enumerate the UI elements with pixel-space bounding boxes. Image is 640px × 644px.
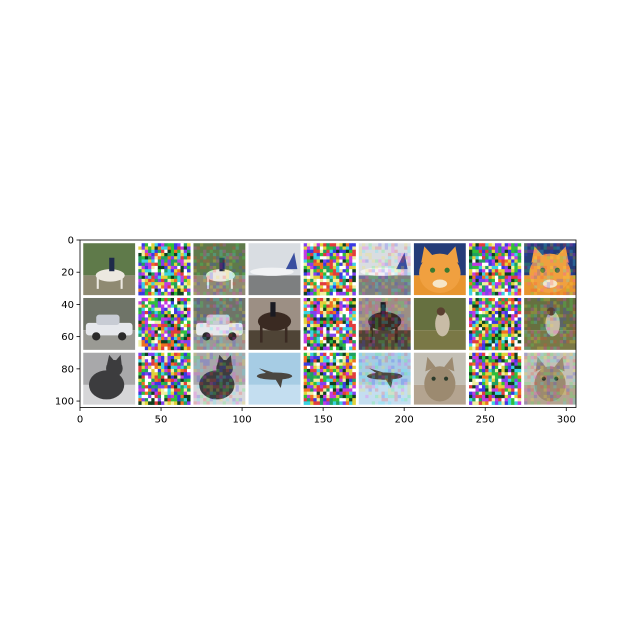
image-tile [83,243,136,296]
image-tile [469,297,522,351]
image-tile [524,243,576,296]
image-tile [248,352,301,405]
image-tile [303,352,356,405]
image-tile [303,243,356,296]
y-tick-label: 60 [61,332,74,343]
image-tile [83,352,136,405]
x-tick-label: 150 [314,415,333,426]
x-axis: 0 50 100 150 200 250 300 [77,407,576,426]
image-tile [469,352,522,405]
image-tile [413,243,466,296]
image-tile [193,297,246,350]
image-tile [524,297,576,350]
image-tile [83,297,136,350]
image-tile [303,297,356,351]
image-tile [193,352,246,405]
y-tick-label: 100 [55,397,74,408]
y-tick-label: 80 [61,364,74,375]
image-tile [358,352,411,405]
x-tick-label: 100 [233,415,252,426]
image-tile [413,297,466,350]
x-tick-label: 0 [77,415,83,426]
image-tile [193,243,246,296]
x-tick-label: 250 [476,415,495,426]
y-tick-label: 0 [68,236,74,247]
image-tile [413,352,466,405]
image-tile [248,243,301,296]
y-tick-label: 20 [61,268,74,279]
axes-frame [79,239,577,408]
image-tile [524,352,576,405]
image-tile [358,297,411,350]
image-tile [138,297,191,351]
y-axis: 0 20 40 60 80 100 [55,236,80,408]
image-tile [138,243,191,296]
image-tile [469,243,522,296]
x-tick-label: 50 [155,415,168,426]
image-tile [138,352,191,405]
y-tick-label: 40 [61,300,74,311]
x-tick-label: 200 [395,415,414,426]
image-tile [248,297,301,350]
x-tick-label: 300 [557,415,576,426]
image-tile [358,243,411,296]
image-tiles [83,243,576,405]
